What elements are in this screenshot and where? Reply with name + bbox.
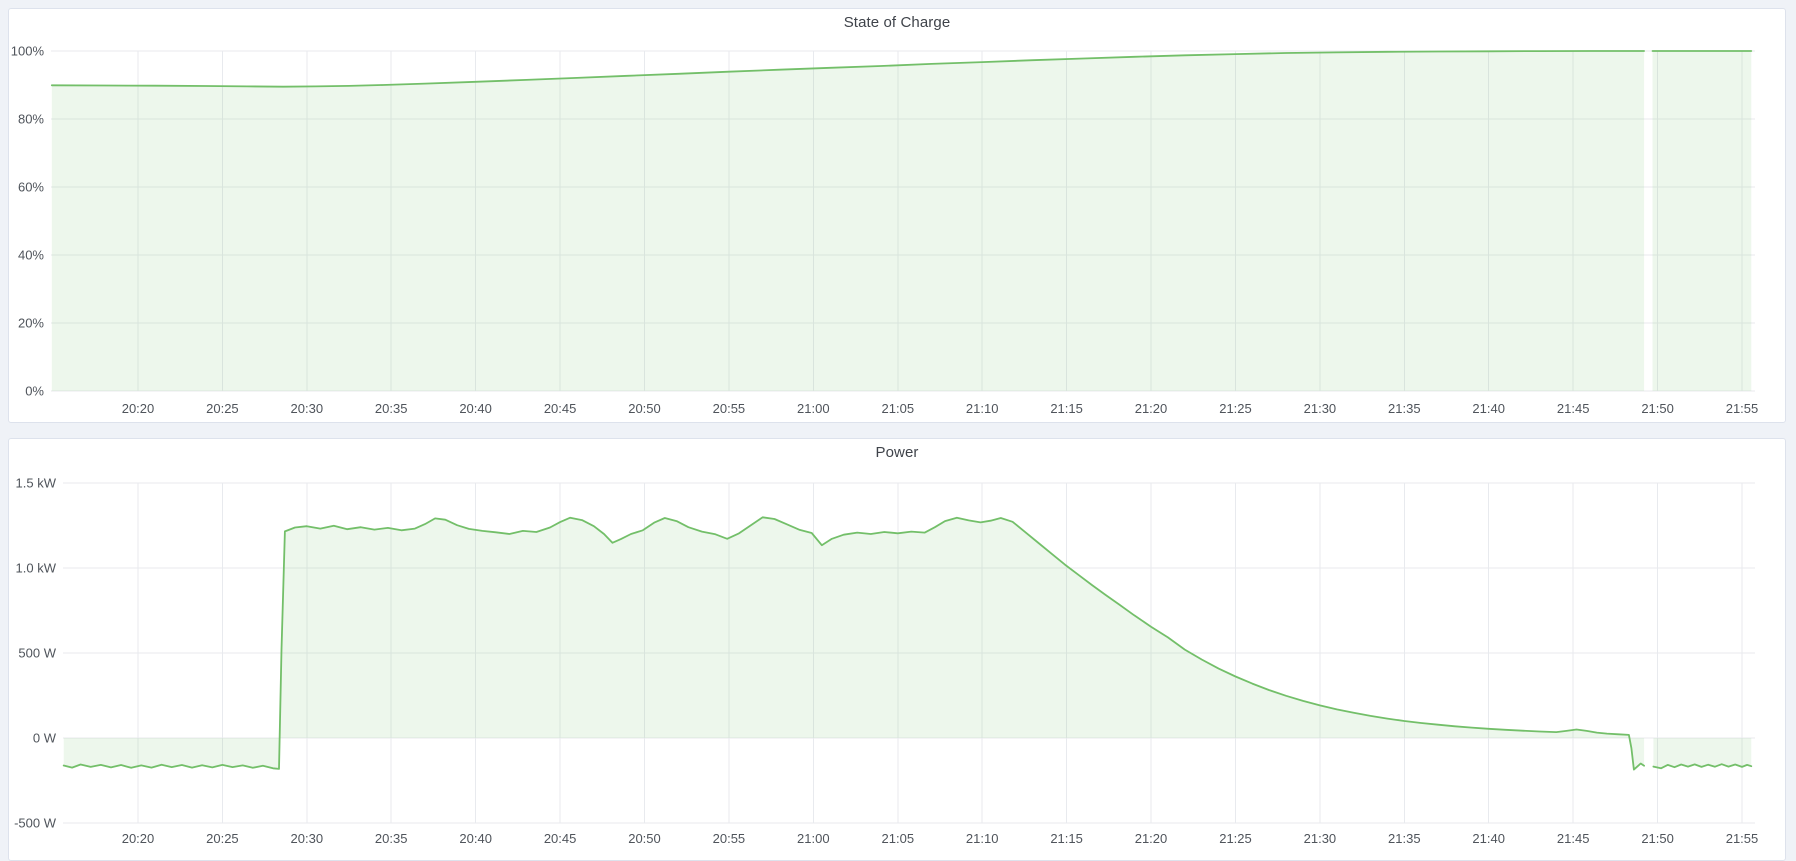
x-tick-label: 21:55 [1726,401,1759,416]
x-tick-label: 20:25 [206,831,239,846]
x-tick-label: 21:15 [1050,401,1083,416]
series-line [1652,763,1753,770]
x-tick-label: 21:30 [1304,831,1337,846]
x-tick-label: 21:00 [797,401,830,416]
y-tick-label: 40% [18,248,44,263]
x-tick-label: 20:35 [375,401,408,416]
series-line [50,50,1645,88]
x-tick-label: 20:30 [291,401,324,416]
x-tick-label: 21:50 [1641,401,1674,416]
y-tick-label: -500 W [14,816,57,831]
series-fill [1653,738,1752,769]
y-tick-label: 20% [18,316,44,331]
x-tick-label: 20:35 [375,831,408,846]
x-tick-label: 20:25 [206,401,239,416]
soc-chart[interactable]: 0% 20% 40% 60% 80% 100% 20:20 20:25 20:30 20:35 20… [9,9,1785,422]
y-tick-label: 0 W [33,731,57,746]
y-tick-label: 500 W [18,646,56,661]
series-fill [51,51,1645,391]
x-tick-label: 20:55 [713,831,746,846]
soc-panel: State of Charge 0% 20% 40% 60% 80% 100% 20:20 2… [8,8,1786,423]
x-tick-label: 21:50 [1641,831,1674,846]
y-tick-label: 1.5 kW [16,476,57,491]
x-tick-label: 21:45 [1557,831,1590,846]
x-tick-label: 21:00 [797,831,830,846]
x-tick-label: 21:05 [882,401,915,416]
x-tick-label: 21:25 [1219,401,1252,416]
x-tick-label: 21:40 [1472,831,1505,846]
x-tick-label: 21:35 [1388,831,1421,846]
x-tick-label: 21:40 [1472,401,1505,416]
y-tick-label: 0% [25,384,44,399]
x-tick-label: 21:25 [1219,831,1252,846]
x-tick-label: 21:10 [966,831,999,846]
x-tick-label: 21:35 [1388,401,1421,416]
x-tick-label: 20:40 [459,401,492,416]
x-tick-label: 20:55 [713,401,746,416]
x-tick-label: 21:05 [882,831,915,846]
x-tick-label: 20:20 [122,831,155,846]
x-tick-label: 21:55 [1726,831,1759,846]
y-tick-label: 60% [18,180,44,195]
x-tick-label: 20:45 [544,401,577,416]
series-fill [63,517,1645,770]
x-tick-label: 20:40 [459,831,492,846]
x-tick-label: 21:20 [1135,831,1168,846]
x-tick-label: 21:15 [1050,831,1083,846]
x-tick-label: 20:50 [628,831,661,846]
y-tick-label: 100% [11,44,45,59]
x-tick-label: 21:10 [966,401,999,416]
y-tick-label: 80% [18,112,44,127]
power-chart[interactable]: -500 W 0 W 500 W 1.0 kW 1.5 kW 20:20 20:25 20:3… [9,439,1785,860]
x-tick-label: 21:30 [1304,401,1337,416]
series-fill [1652,51,1752,391]
x-tick-label: 20:50 [628,401,661,416]
x-tick-label: 20:30 [291,831,324,846]
x-tick-label: 21:20 [1135,401,1168,416]
x-tick-label: 20:45 [544,831,577,846]
x-tick-label: 20:20 [122,401,155,416]
series-line [62,516,1645,771]
x-tick-label: 21:45 [1557,401,1590,416]
y-tick-label: 1.0 kW [16,561,57,576]
